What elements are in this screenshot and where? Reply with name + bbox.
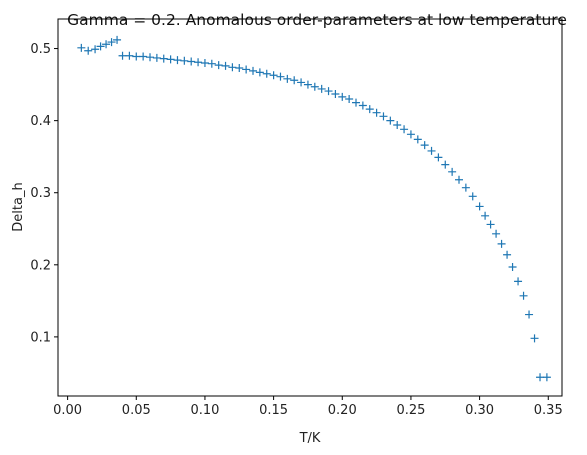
data-point	[508, 262, 517, 271]
data-point	[77, 43, 86, 52]
data-point	[345, 95, 354, 104]
data-point	[200, 58, 209, 67]
data-point	[221, 61, 230, 70]
data-point	[413, 135, 422, 144]
data-point	[365, 105, 374, 114]
data-point	[427, 146, 436, 155]
data-point	[187, 57, 196, 66]
data-point	[448, 167, 457, 176]
data-point	[400, 125, 409, 134]
data-point	[434, 153, 443, 162]
data-point	[503, 250, 512, 259]
data-point	[455, 175, 464, 184]
data-point	[519, 291, 528, 300]
data-point	[461, 183, 470, 192]
x-tick-label: 0.30	[465, 403, 494, 418]
data-point	[514, 277, 523, 286]
x-tick-label: 0.00	[53, 403, 82, 418]
data-point	[159, 54, 168, 63]
x-axis-label: T/K	[299, 431, 321, 446]
data-point	[441, 160, 450, 169]
data-point	[214, 61, 223, 70]
data-point	[228, 63, 237, 72]
data-point	[324, 87, 333, 96]
y-tick-label: 0.2	[30, 258, 51, 273]
data-point	[310, 82, 319, 91]
data-point	[132, 52, 141, 61]
x-tick-label: 0.05	[122, 403, 151, 418]
data-point	[262, 69, 271, 78]
data-point	[393, 120, 402, 129]
data-point	[525, 310, 534, 319]
data-point	[139, 52, 148, 61]
data-point	[146, 53, 155, 62]
data-point	[406, 130, 415, 139]
y-tick-label: 0.3	[30, 186, 51, 201]
data-point	[303, 80, 312, 89]
data-point	[242, 65, 251, 74]
data-point	[536, 373, 545, 382]
data-point	[297, 78, 306, 87]
data-point	[420, 141, 429, 150]
data-point	[152, 53, 161, 62]
data-point	[96, 42, 105, 51]
y-axis: 0.1 0.2 0.3 0.4 0.5	[30, 42, 58, 345]
data-point	[125, 51, 134, 60]
data-point	[283, 74, 292, 83]
data-point	[102, 40, 111, 49]
data-point	[372, 108, 381, 117]
data-point	[379, 112, 388, 121]
data-point	[492, 229, 501, 238]
data-point	[207, 59, 216, 68]
data-point	[269, 71, 278, 80]
data-point	[166, 55, 175, 64]
data-point	[276, 72, 285, 81]
chart-title: Gamma = 0.2. Anomalous order-parameters …	[67, 11, 567, 29]
data-point	[530, 334, 539, 343]
x-axis: 0.00 0.05 0.10 0.15 0.20 0.25 0.30 0.35	[53, 396, 563, 418]
plot-frame	[57, 18, 563, 397]
data-point	[255, 68, 264, 77]
y-tick-label: 0.5	[30, 42, 51, 57]
data-point	[475, 202, 484, 211]
y-axis-label: Delta_h	[11, 182, 26, 231]
data-point	[107, 38, 116, 47]
data-point	[249, 66, 258, 75]
x-tick-label: 0.20	[328, 403, 357, 418]
x-tick-label: 0.25	[396, 403, 425, 418]
data-point	[358, 101, 367, 110]
data-point	[386, 116, 395, 125]
data-point	[91, 45, 100, 54]
data-point	[173, 56, 182, 65]
x-tick-label: 0.15	[259, 403, 288, 418]
data-point	[317, 84, 326, 93]
data-point	[542, 373, 551, 382]
data-point	[468, 192, 477, 201]
data-point	[118, 51, 127, 60]
data-point	[486, 220, 495, 229]
data-point	[331, 89, 340, 98]
data-point	[481, 211, 490, 220]
data-point	[84, 46, 93, 55]
y-tick-label: 0.1	[30, 330, 51, 345]
data-point	[497, 239, 506, 248]
data-point	[180, 56, 189, 65]
data-point	[113, 35, 122, 44]
data-series	[77, 35, 551, 382]
y-tick-label: 0.4	[30, 114, 51, 129]
x-tick-label: 0.10	[190, 403, 219, 418]
data-point	[194, 58, 203, 67]
x-tick-label: 0.35	[534, 403, 563, 418]
data-point	[235, 64, 244, 73]
data-point	[352, 98, 361, 107]
data-point	[290, 76, 299, 85]
data-point	[338, 92, 347, 101]
